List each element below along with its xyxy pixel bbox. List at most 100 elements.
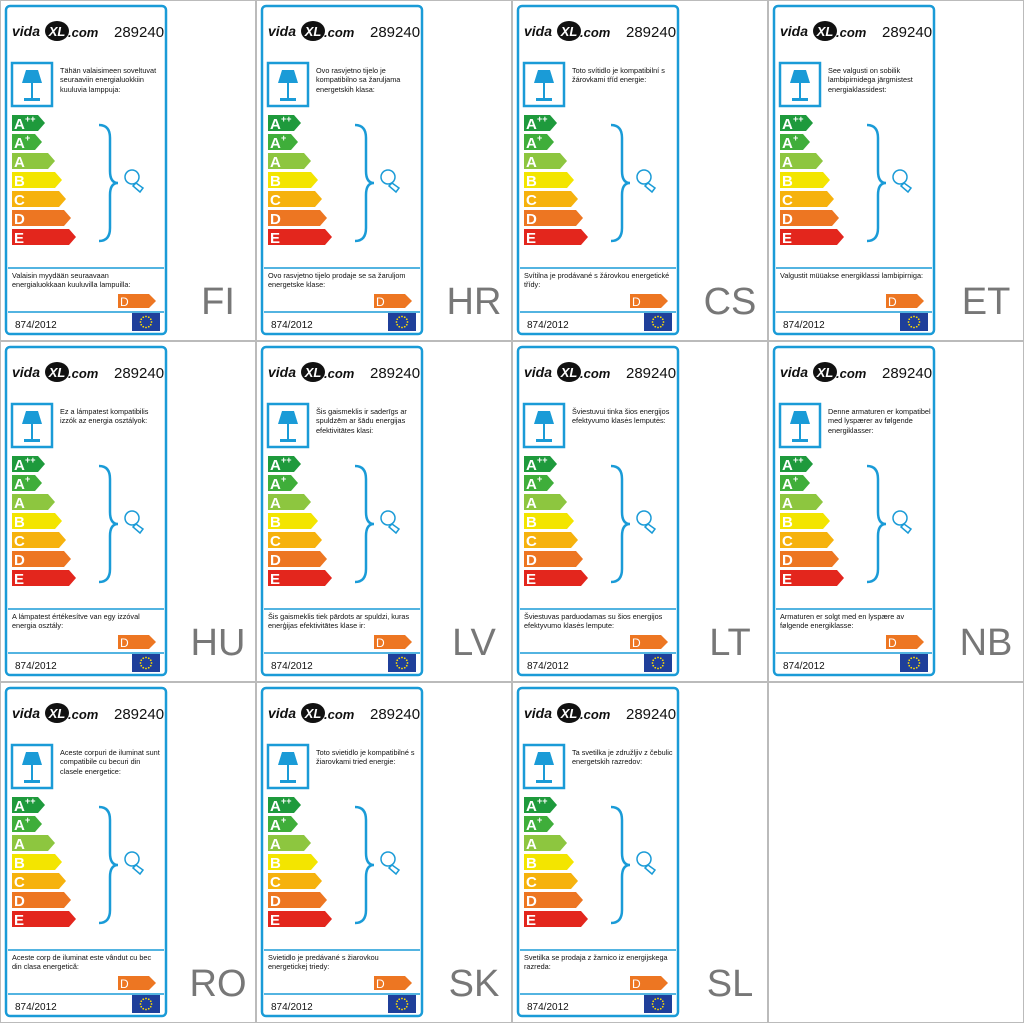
energy-class-arrow [524,892,583,908]
energy-class-arrow [524,153,567,169]
energy-class-arrow [268,835,311,851]
regulation: 874/2012 [527,661,569,672]
logo-left: vida [12,705,40,721]
energy-label: vida XL .com 289240 Toto svítidlo je kompati… [516,4,680,336]
energy-class-arrow [268,551,327,567]
bulb-base [643,523,657,535]
eu-star [918,321,921,323]
energy-label: vida XL .com 289240 See valgusti on sobilik … [772,4,936,336]
language-code: LV [452,622,496,664]
eu-star [910,666,913,669]
lamp-class-arrow [630,976,668,990]
top-text: Aceste corpuri de iluminat sunt compatib… [60,748,160,776]
eu-star [652,664,655,667]
bottom-text: Šviestuvas parduodamas su šios energijos… [524,612,663,631]
energy-class-arrow [12,153,55,169]
eu-star [142,666,145,669]
eu-star [907,662,910,664]
energy-class-letter: D [526,893,537,910]
energy-class-sup: + [25,474,30,484]
logo-left: vida [12,364,40,380]
energy-class-arrow [268,134,298,150]
logo-blob [301,703,325,723]
language-code: SL [707,963,753,1005]
lamp-class-arrow [630,294,668,308]
eu-star [140,1000,143,1003]
eu-star [149,323,152,326]
lamp-class-letter: D [120,295,129,309]
eu-star [910,657,913,660]
bulb-icon [380,510,396,526]
bottom-text-box: Armaturen er solgt med en lyspære av føl… [780,612,904,630]
eu-star [659,325,662,328]
eu-star [654,1007,657,1010]
bottom-text: Svietidlo je predávané s žiarovkou energ… [268,953,379,972]
eu-star [140,323,143,326]
energy-class-sup: + [25,133,30,143]
energy-class-letter: E [526,230,536,247]
label-cell: FI vida XL .com 289240 Tähän valaisimeen sove… [4,4,235,336]
logo-blob [45,362,69,382]
eu-star [405,659,408,662]
eu-star [145,315,147,318]
label-cell: LV vida XL .com 289240 Šis gaismeklis ir sade… [260,345,496,677]
language-code: SK [449,963,500,1005]
bulb-icon [124,510,140,526]
lamp-class-letter: D [120,636,129,650]
lamp-class-arrow [118,294,156,308]
energy-class-sup: + [281,815,286,825]
eu-star [654,325,657,328]
lamp-class-letter: D [376,636,385,650]
lamp-class-letter: D [376,977,385,991]
cell-border [0,682,256,1023]
energy-class-arrow [780,115,813,131]
eu-star [396,323,399,326]
energy-class-arrow [524,797,557,813]
top-text: Ez a lámpatest kompatibilis izzók az ene… [60,407,149,426]
eu-star [917,664,920,667]
energy-class-arrow [268,892,327,908]
top-text-box: Ta svetilka je združljiv z čebulic energ… [572,748,673,766]
eu-star [661,318,664,321]
cell-border [512,341,768,682]
energy-class-arrow [268,854,318,870]
energy-class-letter: A [14,836,25,853]
bulb-base [899,182,913,194]
bulb-base [643,182,657,194]
energy-class-letter: D [270,893,281,910]
bulb-icon [636,169,652,185]
lamp-class-arrow [374,976,412,990]
bulb-icon [124,851,140,867]
energy-class-arrow [268,494,311,510]
logo-mark: XL [48,365,66,380]
energy-label: vida XL .com 289240 Ovo rasvjetno tijelo je … [260,4,424,336]
energy-class-letter: A [782,135,793,152]
energy-class-letter: A [270,817,281,834]
energy-class-letter: A [782,154,793,171]
top-text: Šviestuvui tinka šios energijos efektyvu… [572,407,670,426]
energy-class-letter: A [782,457,793,474]
label-cell: SK vida XL .com 289240 Toto svietidlo je komp… [260,686,500,1018]
bottom-text-box: Ovo rasvjetno tijelo prodaje se sa žarul… [268,271,406,289]
energy-class-arrow [780,229,844,245]
bottom-text-box: Aceste corp de iluminat este vândut cu b… [12,953,151,971]
eu-flag [388,995,416,1013]
eu-star [401,326,403,329]
bulb-base [387,182,401,194]
energy-class-letter: A [526,116,537,133]
energy-class-arrow [524,115,557,131]
bracket [610,123,631,243]
lamp-icon [22,752,42,783]
regulation: 874/2012 [783,661,825,672]
energy-class-arrow [524,532,578,548]
eu-star [659,657,662,660]
energy-class-letter: A [526,476,537,493]
eu-star [405,1000,408,1003]
energy-class-sup: + [793,474,798,484]
logo-blob [301,21,325,41]
lamp-icon [534,70,554,101]
eu-star [401,315,403,318]
label-cell: NB vida XL .com 289240 Denne armaturen er kom… [772,345,1012,677]
lamp-class-letter: D [888,295,897,309]
energy-class-arrow [268,532,322,548]
